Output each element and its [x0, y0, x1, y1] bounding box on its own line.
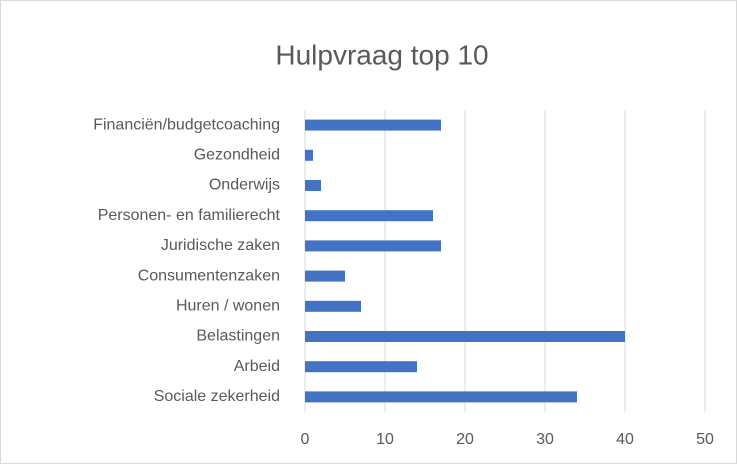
- y-tick-label: Gezondheid: [194, 147, 280, 164]
- x-tick-label: 30: [536, 431, 554, 448]
- bar: [305, 240, 441, 252]
- bar: [305, 119, 441, 131]
- y-tick-label: Arbeid: [234, 358, 280, 375]
- x-tick-label: 0: [301, 431, 310, 448]
- y-tick-label: Consumentenzaken: [138, 267, 280, 284]
- bar: [305, 270, 345, 282]
- bar: [305, 361, 417, 373]
- bar: [305, 180, 321, 191]
- bar: [305, 391, 577, 403]
- x-tick-label: 50: [696, 431, 714, 448]
- x-tick-label: 20: [456, 431, 474, 448]
- x-tick-label: 40: [616, 431, 634, 448]
- y-tick-label: Sociale zekerheid: [154, 388, 280, 405]
- y-tick-label: Onderwijs: [209, 177, 280, 194]
- y-tick-label: Huren / wonen: [176, 298, 280, 315]
- bar: [305, 210, 433, 222]
- y-tick-label: Personen- en familierecht: [98, 207, 281, 224]
- y-tick-label: Belastingen: [196, 328, 280, 345]
- y-tick-label: Juridische zaken: [161, 237, 280, 254]
- x-tick-label: 10: [376, 431, 394, 448]
- bar: [305, 300, 361, 312]
- chart-title: Hulpvraag top 10: [275, 39, 488, 70]
- y-tick-label: Financiën/budgetcoaching: [93, 116, 280, 133]
- bar: [305, 149, 313, 161]
- bar: [305, 331, 625, 342]
